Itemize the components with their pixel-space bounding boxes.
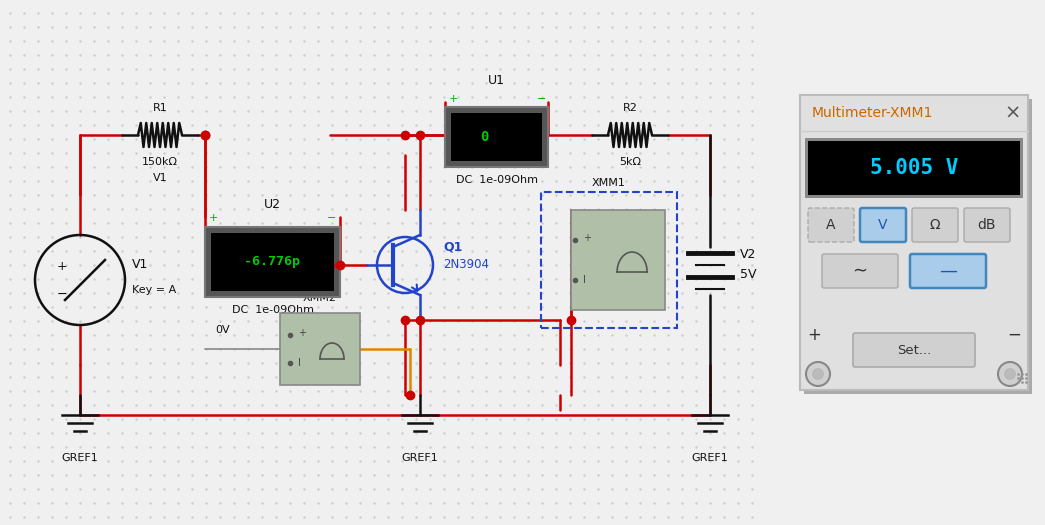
Text: XMM1: XMM1 [593, 178, 626, 188]
FancyBboxPatch shape [963, 208, 1011, 242]
Text: +: + [208, 213, 217, 223]
Circle shape [806, 362, 830, 386]
FancyBboxPatch shape [853, 333, 975, 367]
Text: 150kΩ: 150kΩ [142, 157, 178, 167]
FancyBboxPatch shape [910, 254, 986, 288]
Text: +: + [298, 328, 306, 338]
Bar [280, 313, 359, 385]
Text: 2N3904: 2N3904 [443, 258, 489, 271]
Text: I: I [298, 359, 301, 369]
Text: 0V: 0V [215, 325, 230, 335]
Text: R1: R1 [153, 103, 167, 113]
Bar [541, 192, 677, 328]
Text: Multimeter-XMM1: Multimeter-XMM1 [812, 106, 933, 120]
Text: −: − [1007, 326, 1021, 344]
Bar [451, 113, 542, 161]
Text: 0: 0 [481, 130, 489, 144]
FancyBboxPatch shape [808, 208, 854, 242]
Text: DC  1e-09Ohm: DC 1e-09Ohm [232, 305, 314, 315]
Text: +: + [56, 259, 67, 272]
Text: ∼: ∼ [853, 262, 867, 280]
Text: +: + [448, 94, 458, 104]
Text: I: I [583, 275, 586, 285]
Text: U1: U1 [488, 74, 505, 87]
Text: V2: V2 [740, 248, 757, 261]
Text: Key = A: Key = A [132, 285, 177, 295]
Text: GREF1: GREF1 [401, 453, 438, 463]
Text: GREF1: GREF1 [62, 453, 98, 463]
Circle shape [998, 362, 1022, 386]
Text: -6.776p: -6.776p [245, 256, 301, 268]
Bar [205, 227, 340, 297]
Text: +: + [807, 326, 821, 344]
Bar [445, 107, 548, 167]
Text: V: V [878, 218, 888, 232]
Circle shape [1004, 368, 1016, 380]
FancyBboxPatch shape [822, 254, 898, 288]
FancyBboxPatch shape [912, 208, 958, 242]
Text: V1: V1 [153, 173, 167, 183]
Text: GREF1: GREF1 [692, 453, 728, 463]
Text: Set...: Set... [897, 343, 931, 356]
Bar [211, 233, 334, 291]
FancyBboxPatch shape [804, 99, 1032, 394]
Text: Ω: Ω [930, 218, 941, 232]
Text: Q1: Q1 [443, 240, 462, 254]
Bar [805, 138, 1023, 198]
Text: DC  1e-09Ohm: DC 1e-09Ohm [456, 175, 537, 185]
Text: —: — [939, 262, 957, 280]
Text: −: − [327, 213, 336, 223]
Text: +: + [583, 233, 591, 243]
Text: ×: × [1005, 103, 1021, 122]
Circle shape [812, 368, 825, 380]
Text: 5V: 5V [740, 268, 757, 281]
Bar [808, 141, 1020, 195]
Text: −: − [56, 288, 67, 300]
Text: −: − [537, 94, 547, 104]
Text: U2: U2 [264, 198, 281, 211]
Text: V1: V1 [132, 258, 148, 271]
Text: R2: R2 [623, 103, 637, 113]
FancyBboxPatch shape [860, 208, 906, 242]
Text: XMM2: XMM2 [303, 293, 336, 303]
Text: A: A [827, 218, 836, 232]
Bar [571, 210, 665, 310]
Text: dB: dB [978, 218, 996, 232]
Text: 5.005 V: 5.005 V [869, 158, 958, 178]
FancyBboxPatch shape [800, 95, 1028, 390]
Text: 5kΩ: 5kΩ [619, 157, 641, 167]
